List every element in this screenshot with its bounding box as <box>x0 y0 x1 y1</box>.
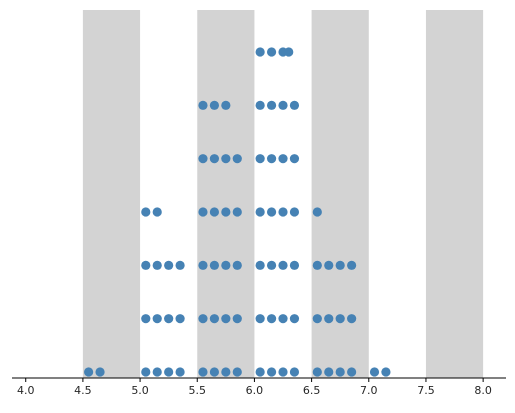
data-point <box>289 154 300 164</box>
x-tick-label: 8.0 <box>474 384 492 397</box>
shaded-bands <box>82 10 484 378</box>
data-point <box>209 260 220 270</box>
data-point <box>381 367 391 377</box>
data-point <box>152 260 162 270</box>
data-point <box>209 207 220 217</box>
data-point <box>347 260 357 270</box>
data-point <box>152 314 162 324</box>
data-point <box>289 260 300 270</box>
data-point <box>84 367 94 377</box>
data-point <box>289 367 300 377</box>
data-point <box>141 314 151 324</box>
data-point <box>312 367 322 377</box>
data-point <box>266 100 277 110</box>
data-point <box>209 314 220 324</box>
data-point <box>324 260 334 270</box>
data-point <box>278 207 288 217</box>
data-point <box>175 260 185 270</box>
data-point <box>255 47 265 57</box>
data-point <box>198 260 208 270</box>
data-point <box>335 314 345 324</box>
data-point <box>312 314 322 324</box>
data-points <box>84 47 391 377</box>
data-point <box>232 367 242 377</box>
x-tick-label: 5.5 <box>189 384 207 397</box>
x-tick-label: 6.5 <box>303 384 321 397</box>
data-point <box>152 207 162 217</box>
data-point <box>232 260 242 270</box>
data-point <box>175 314 185 324</box>
data-point <box>198 367 208 377</box>
data-point <box>221 207 231 217</box>
data-point <box>232 314 242 324</box>
x-tick-label: 5.0 <box>131 384 149 397</box>
data-point <box>255 314 265 324</box>
data-point <box>289 207 300 217</box>
data-point <box>347 314 357 324</box>
data-point <box>266 207 277 217</box>
data-point <box>255 367 265 377</box>
data-point <box>335 367 345 377</box>
data-point <box>266 47 277 57</box>
data-point <box>175 367 185 377</box>
data-point <box>198 100 208 110</box>
x-tick-label: 7.5 <box>417 384 435 397</box>
data-point <box>324 314 334 324</box>
data-point <box>198 207 208 217</box>
x-tick-label: 7.0 <box>360 384 378 397</box>
data-point <box>255 207 265 217</box>
data-point <box>255 154 265 164</box>
data-point <box>289 100 300 110</box>
data-point <box>324 367 334 377</box>
data-point <box>232 154 242 164</box>
data-point <box>141 367 151 377</box>
data-point <box>289 314 300 324</box>
data-point <box>221 367 231 377</box>
data-point <box>278 260 288 270</box>
shaded-band <box>425 10 484 378</box>
data-point <box>255 260 265 270</box>
data-point <box>164 314 174 324</box>
data-point <box>164 260 174 270</box>
data-point <box>266 154 277 164</box>
x-axis-ticks: 4.0 4.5 5.0 5.5 6.0 6.5 7.0 7.5 8.0 <box>17 378 492 397</box>
data-point <box>209 154 220 164</box>
data-point <box>198 314 208 324</box>
data-point <box>369 367 380 377</box>
shaded-band <box>82 10 141 378</box>
data-point <box>152 367 162 377</box>
data-point <box>347 367 357 377</box>
data-point <box>209 367 220 377</box>
data-point <box>278 367 288 377</box>
x-tick-label: 6.0 <box>246 384 264 397</box>
data-point <box>141 207 151 217</box>
x-tick-label: 4.0 <box>17 384 35 397</box>
data-point <box>284 47 294 57</box>
data-point <box>335 260 345 270</box>
data-point <box>266 367 277 377</box>
data-point <box>209 100 220 110</box>
data-point <box>221 100 231 110</box>
data-point <box>232 207 242 217</box>
data-point <box>164 367 174 377</box>
data-point <box>95 367 105 377</box>
data-point <box>278 314 288 324</box>
data-point <box>141 260 151 270</box>
data-point <box>198 154 208 164</box>
data-point <box>266 260 277 270</box>
data-point <box>221 260 231 270</box>
data-point <box>312 260 322 270</box>
data-point <box>312 207 322 217</box>
data-point <box>255 100 265 110</box>
data-point <box>221 154 231 164</box>
data-point <box>278 154 288 164</box>
data-point <box>221 314 231 324</box>
data-point <box>266 314 277 324</box>
data-point <box>278 100 288 110</box>
x-tick-label: 4.5 <box>74 384 92 397</box>
